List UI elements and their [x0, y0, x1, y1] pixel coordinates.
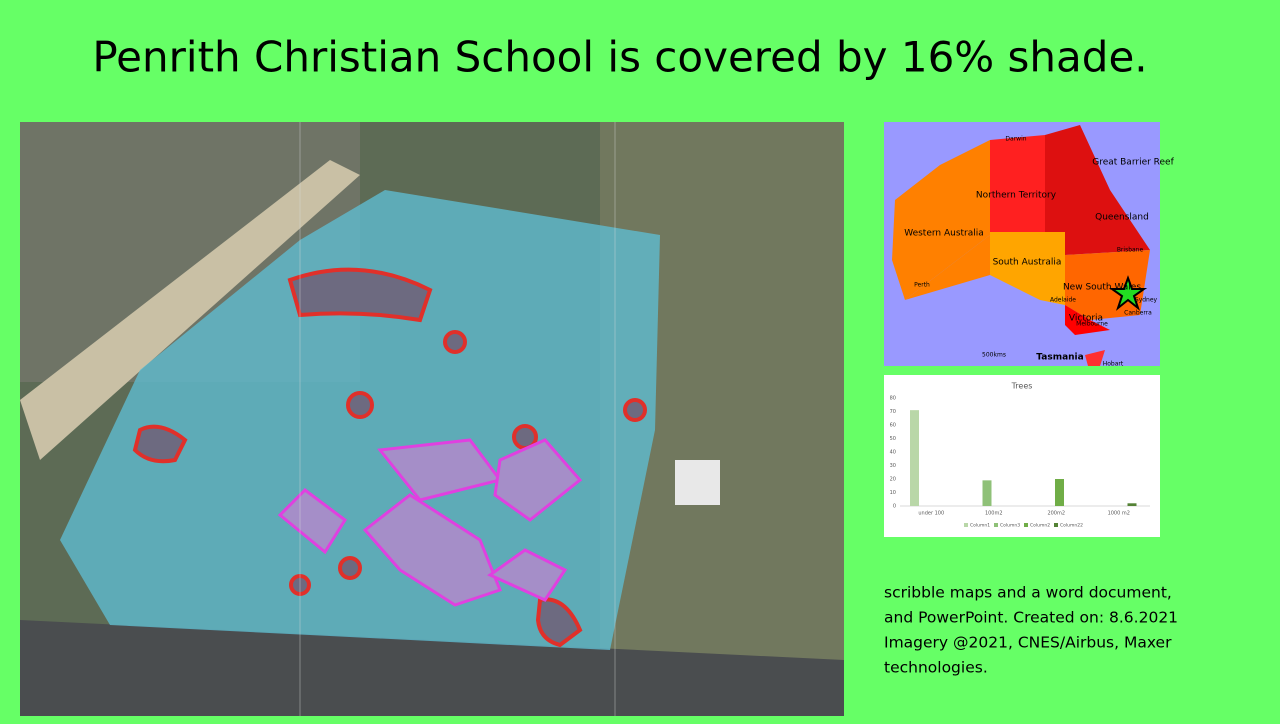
notes: scribble maps and a word document, and Po…: [884, 584, 1178, 677]
australia-map: [884, 122, 1160, 366]
y-tick-label: 0: [893, 504, 896, 510]
bar: [1127, 503, 1137, 506]
legend-label: Column22: [1060, 523, 1083, 529]
map-label: Perth: [914, 282, 930, 289]
map-label: Western Australia: [904, 229, 984, 239]
map-label: Darwin: [1005, 136, 1026, 143]
map-label: Victoria: [1069, 314, 1103, 324]
note-line: technologies.: [884, 659, 988, 677]
y-tick-label: 30: [890, 463, 896, 469]
y-tick-label: 40: [890, 450, 896, 456]
chart: Trees 0 10 20 30 40 50 60 70 80 under 100 100m2 200m…: [890, 382, 1150, 529]
legend-swatch: [964, 523, 968, 527]
aerial-image: [20, 122, 844, 716]
map-labels: Darwin Northern Territory Queensland Great …: [904, 136, 1174, 368]
map-label: South Australia: [993, 258, 1062, 268]
legend-swatch: [994, 523, 998, 527]
map-label: Canberra: [1124, 310, 1152, 317]
map-label: Queensland: [1095, 213, 1149, 223]
note-line: and PowerPoint. Created on: 8.6.2021: [884, 609, 1178, 627]
note-line: Imagery @2021, CNES/Airbus, Maxer: [884, 634, 1172, 652]
slide-title: Penrith Christian School is covered by 1…: [92, 33, 1147, 82]
map-label: Brisbane: [1117, 247, 1144, 254]
legend-label: Column2: [1030, 523, 1050, 529]
map-label: Great Barrier Reef: [1092, 158, 1174, 168]
map-label: Northern Territory: [976, 191, 1057, 201]
x-tick-label: 100m2: [985, 511, 1003, 517]
y-tick-label: 60: [890, 423, 896, 429]
note-line: scribble maps and a word document,: [884, 584, 1172, 602]
y-tick-label: 70: [890, 409, 896, 415]
x-tick-label: 1000 m2: [1108, 511, 1130, 517]
chart-title: Trees: [1011, 382, 1033, 391]
legend-label: Column3: [1000, 523, 1020, 529]
bar: [982, 480, 992, 506]
map-label: Tasmania: [1036, 353, 1083, 363]
bar: [910, 410, 919, 506]
chart-background: [884, 375, 1160, 537]
x-tick-label: under 100: [918, 511, 944, 517]
map-label: 500kms: [982, 352, 1006, 359]
map-label: Melbourne: [1076, 321, 1108, 328]
y-tick-label: 20: [890, 477, 896, 483]
legend-label: Column1: [970, 523, 990, 529]
legend-swatch: [1024, 523, 1028, 527]
map-label: Hobart: [1103, 361, 1124, 368]
y-tick-label: 80: [890, 396, 896, 402]
map-label: New South Wales: [1063, 283, 1141, 293]
x-tick-label: 200m2: [1047, 511, 1065, 517]
y-tick-label: 10: [890, 490, 896, 496]
map-label: Adelaide: [1050, 297, 1076, 304]
legend-swatch: [1054, 523, 1058, 527]
bar: [1055, 479, 1064, 506]
map-label: Sydney: [1135, 297, 1158, 304]
y-tick-label: 50: [890, 436, 896, 442]
